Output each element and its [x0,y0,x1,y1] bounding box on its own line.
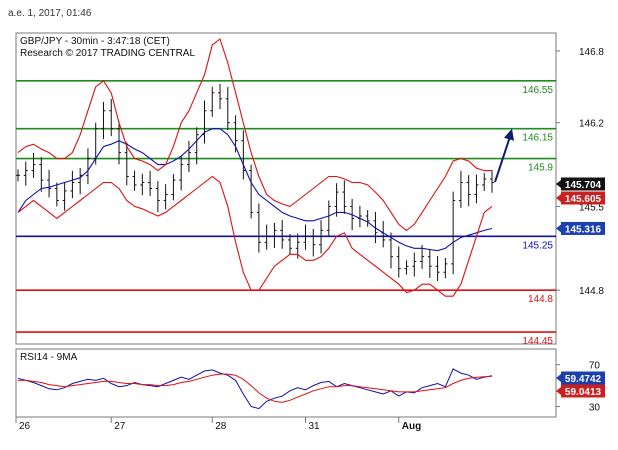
y-tick-label: 146.8 [579,47,604,58]
badge-layer: 145.704 145.605 145.316 59.4742 59.0413 [556,177,605,398]
rsi-tick-label: 30 [589,403,601,414]
level-label: 145.9 [528,163,553,174]
value-badge-label: 145.605 [565,194,602,205]
x-tick-label: 28 [215,421,227,432]
bollinger-lower-line [17,175,493,297]
series-layer [16,38,514,297]
value-badge-label: 145.316 [565,224,602,235]
x-tick-label: 26 [19,421,31,432]
value-badge-label: 59.0413 [565,387,602,398]
rsi-ma-line [18,373,493,403]
level-label: 144.45 [522,336,553,347]
projection-arrow-shaft [494,136,511,183]
level-label: 145.25 [522,240,553,251]
x-tick-label: 31 [309,421,321,432]
value-badge [561,191,605,205]
value-badge-pointer [556,387,561,395]
value-badge [561,371,605,385]
bollinger-upper-line [17,38,492,232]
value-badge-pointer [556,194,561,202]
rsi-line [17,368,493,410]
main-plot-area [15,32,557,345]
moving-average-line [17,128,493,252]
value-badge-pointer [556,180,561,188]
y-tick-label: 146.2 [579,119,604,130]
chart-title: GBP/JPY - 30min - 3:47:18 (CET) [20,36,170,47]
axis-layer: 146.8 146.2 145.5 144.8 26 27 28 31 Aug 70 30 [15,47,604,432]
x-tick-label: 27 [114,421,126,432]
value-badge [561,221,605,235]
value-badge [561,384,605,398]
level-label: 144.8 [528,294,553,305]
rsi-tick-label: 70 [589,361,601,372]
value-badge [561,177,605,191]
chart-subtitle: Research © 2017 TRADING CENTRAL [20,48,195,59]
timestamp: a.e. 1, 2017, 01:46 [8,8,92,19]
level-label: 146.15 [522,133,553,144]
value-badge-pointer [556,224,561,233]
value-badge-label: 145.704 [565,180,602,191]
value-badge-label: 59.4742 [565,374,602,385]
rsi-title: RSI14 - 9MA [20,352,78,363]
value-badge-pointer [556,374,561,382]
y-tick-label: 144.8 [579,286,604,297]
level-label: 146.55 [522,85,553,96]
x-tick-label: Aug [402,421,421,432]
projection-arrow-head [504,128,514,141]
rsi-layer [17,368,493,410]
rsi-plot-area [15,348,557,418]
y-tick-label: 145.5 [579,202,604,213]
